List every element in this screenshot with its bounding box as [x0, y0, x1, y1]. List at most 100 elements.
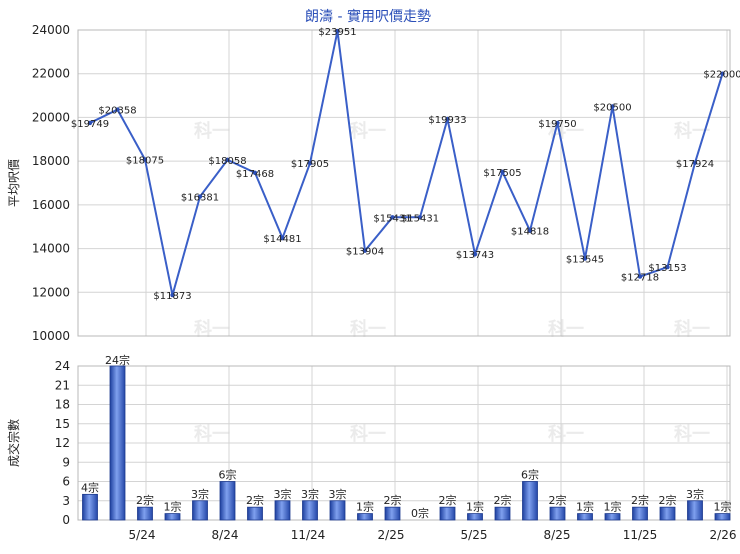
- volume-bar-label: 1宗: [164, 500, 182, 514]
- watermark-text: 科一: [350, 120, 386, 142]
- price-point: [472, 251, 478, 257]
- price-point: [87, 120, 93, 126]
- volume-bar-label: 1宗: [466, 500, 484, 514]
- watermark-text: 科一: [674, 423, 710, 445]
- price-point: [582, 256, 588, 261]
- volume-bar: [714, 513, 731, 521]
- volume-bar: [687, 500, 703, 521]
- volume-frame: [77, 365, 731, 521]
- x-tick-label: 5/25: [461, 528, 488, 542]
- price-point: [390, 215, 395, 220]
- price-point: [362, 248, 368, 253]
- volume-bar-label: 1宗: [604, 500, 622, 514]
- price-point: [445, 116, 450, 122]
- price-y-axis-label: 平均呎價: [7, 159, 21, 207]
- price-point-label: $12718: [621, 273, 659, 284]
- price-y-tick-label: 10000: [32, 329, 70, 343]
- volume-bar-label: 3宗: [191, 487, 209, 501]
- watermark-text: 科一: [194, 423, 230, 445]
- price-y-tick-label: 24000: [32, 23, 70, 37]
- price-point-label: $16381: [181, 193, 219, 204]
- price-point: [610, 104, 615, 109]
- volume-bar-label: 6宗: [219, 468, 237, 482]
- watermark-text: 科一: [194, 318, 230, 340]
- volume-y-axis: 0 3 6 9 12 15 18 21 24: [55, 359, 70, 527]
- watermark-text: 科一: [548, 423, 584, 445]
- volume-y-tick-label: 18: [55, 398, 70, 412]
- volume-bar-label: 1宗: [356, 500, 374, 514]
- price-y-axis: 10000 12000 14000 16000 18000 20000 22000 24000: [32, 23, 70, 343]
- price-plot-frame: [77, 29, 731, 337]
- volume-bar: [164, 513, 181, 521]
- x-tick-label: 5/24: [129, 528, 156, 542]
- price-y-tick-label: 18000: [32, 154, 70, 168]
- price-point: [555, 120, 560, 126]
- price-point-label: $14481: [263, 234, 301, 245]
- volume-bar: [137, 506, 153, 521]
- price-point-label: $19933: [428, 115, 466, 126]
- volume-bar-label: 24宗: [105, 353, 130, 367]
- volume-bar: [659, 506, 676, 521]
- volume-bar-label: 3宗: [301, 487, 319, 501]
- price-point: [115, 107, 120, 112]
- volume-bar: [247, 506, 263, 521]
- price-y-tick-label: 20000: [32, 110, 70, 124]
- price-point-label: $17924: [676, 159, 714, 170]
- volume-bar-label: 2宗: [549, 493, 567, 507]
- volume-bar-label: 2宗: [659, 493, 677, 507]
- volume-bar-label: 2宗: [494, 493, 512, 507]
- price-point-label: $23951: [318, 27, 356, 38]
- price-point-label: $18058: [208, 156, 246, 167]
- volume-bar-label: 1宗: [576, 500, 594, 514]
- volume-bar-label: 2宗: [246, 493, 264, 507]
- volume-bars: 4宗 24宗 2宗 1宗 3宗 6宗 2宗 3宗 3宗 3宗 1宗 2宗 0宗 2宗 1宗 2宗 6宗 2宗 1宗 1…: [81, 353, 732, 521]
- volume-y-tick-label: 12: [55, 436, 70, 450]
- price-point: [252, 170, 258, 175]
- price-point: [417, 215, 423, 220]
- volume-bar-label: 1宗: [714, 500, 732, 514]
- x-tick-label: 11/25: [623, 528, 658, 542]
- volume-bar: [604, 513, 621, 521]
- volume-bar-label: 2宗: [439, 493, 457, 507]
- price-point: [665, 264, 670, 270]
- price-point-label: $20500: [593, 103, 631, 114]
- volume-bar: [632, 506, 648, 521]
- price-point-label: $17505: [483, 168, 521, 179]
- price-point-label: $22000: [703, 70, 740, 81]
- volume-y-tick-label: 15: [55, 417, 70, 431]
- volume-y-tick-label: 21: [55, 378, 70, 392]
- price-point: [225, 157, 230, 163]
- price-point-label: $11873: [153, 291, 191, 302]
- price-y-tick-label: 12000: [32, 285, 70, 299]
- watermark-text: 科一: [350, 318, 386, 340]
- volume-bar: [384, 506, 401, 521]
- volume-bar: [522, 481, 538, 521]
- volume-bar: [577, 513, 593, 521]
- price-point-label: $13153: [648, 263, 686, 274]
- price-point: [335, 28, 340, 34]
- volume-bar: [192, 500, 208, 521]
- watermark-text: 科一: [194, 120, 230, 142]
- price-line-series: $19749 $20358 $18075 $11873 $16381 $18058 $174…: [71, 27, 740, 302]
- price-point-label: $14818: [511, 227, 549, 238]
- volume-bar: [302, 500, 318, 521]
- price-point-label: $13743: [456, 250, 494, 261]
- chart-title: 朗濤 - 實用呎價走勢: [305, 8, 431, 25]
- volume-bar: [274, 500, 291, 521]
- price-point-label: $15431: [401, 213, 439, 224]
- x-tick-label: 2/25: [378, 528, 405, 542]
- volume-bar: [549, 506, 566, 521]
- volume-y-tick-label: 0: [62, 513, 70, 527]
- price-point-label: $13545: [566, 255, 604, 266]
- volume-bar: [82, 493, 98, 521]
- volume-y-tick-label: 9: [62, 455, 70, 469]
- volume-bar: [109, 365, 126, 521]
- x-axis: 5/24 8/24 11/24 2/25 5/25 8/25 11/25 2/26: [129, 528, 737, 542]
- watermark-text: 科一: [674, 318, 710, 340]
- volume-bar: [329, 500, 346, 521]
- price-point-label: $19749: [71, 119, 109, 130]
- volume-bar: [439, 506, 456, 521]
- volume-bar-label: 2宗: [384, 493, 402, 507]
